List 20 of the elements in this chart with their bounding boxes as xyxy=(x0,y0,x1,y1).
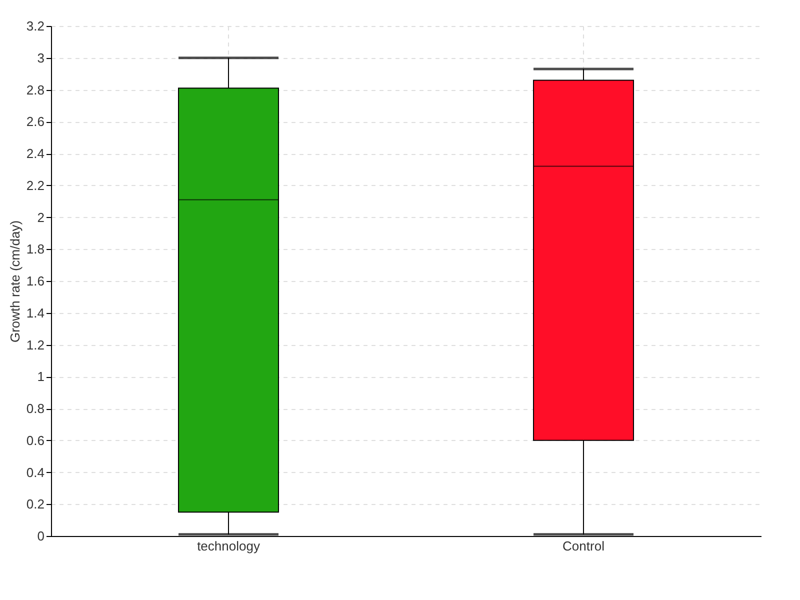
y-tick-label: 3.2 xyxy=(26,18,44,34)
y-tick-label: 3 xyxy=(37,50,44,66)
y-tick-label: 1.4 xyxy=(26,305,44,320)
x-tick-label: Control xyxy=(562,538,605,554)
y-tick-label: 1.8 xyxy=(26,242,44,257)
y-tick-label: 2 xyxy=(37,210,44,225)
y-tick-label: 0.8 xyxy=(26,401,44,416)
y-tick-label: 0.4 xyxy=(26,464,44,480)
y-tick-label: 0.2 xyxy=(26,496,44,512)
y-tick-label: 2.6 xyxy=(26,114,44,130)
y-tick-label: 1 xyxy=(37,369,44,384)
y-tick-label: 0.6 xyxy=(26,432,44,448)
y-tick-label: 2.4 xyxy=(26,146,44,161)
x-tick-label: technology xyxy=(197,538,260,554)
y-tick-label: 1.2 xyxy=(26,337,44,352)
y-axis-title: Growth rate (cm/day) xyxy=(7,220,22,343)
y-tick-label: 2.2 xyxy=(26,178,44,193)
y-tick-label: 0 xyxy=(37,528,44,544)
y-tick-label: 1.6 xyxy=(26,274,44,288)
y-tick-label: 2.8 xyxy=(26,82,44,98)
